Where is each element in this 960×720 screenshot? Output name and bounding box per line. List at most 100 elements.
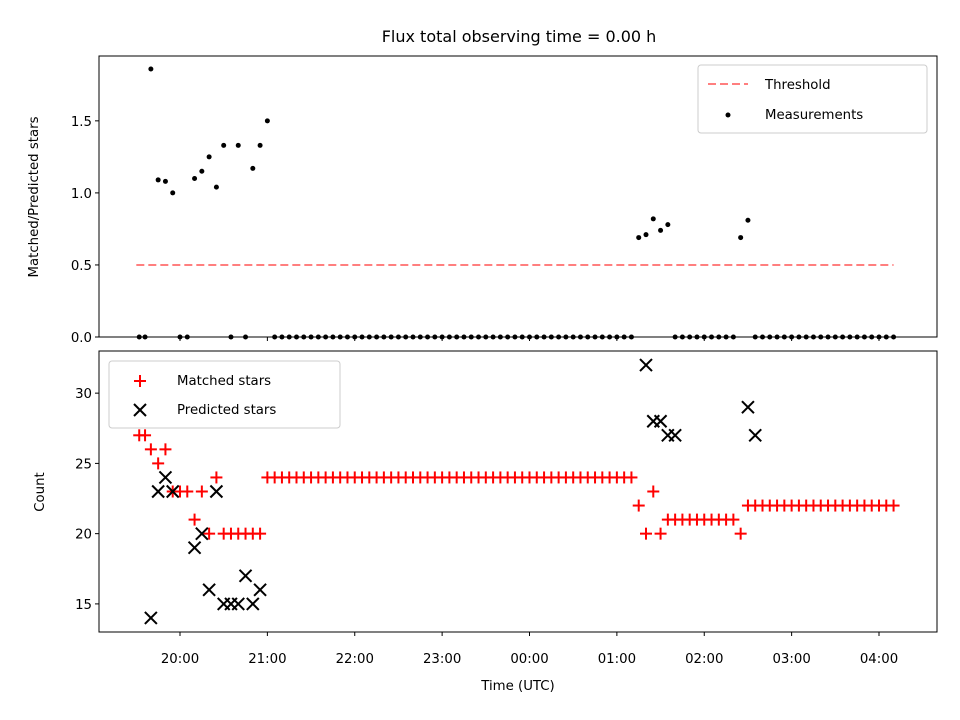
measurement-point <box>541 334 547 340</box>
count-y-tick-label: 20 <box>75 528 92 543</box>
measurement-point <box>476 334 482 340</box>
measurement-point <box>738 235 744 241</box>
predicted-star-point <box>741 400 755 414</box>
measurement-point <box>891 334 897 340</box>
count-x-tick-label: 22:00 <box>336 652 374 667</box>
predicted-star-point <box>639 358 653 372</box>
matched-star-point <box>254 527 267 540</box>
measurement-point <box>206 154 212 160</box>
measurement-point <box>883 334 889 340</box>
count-panel: 15 20 25 30 20:00 21:00 22:00 23:00 00:00 01:00 0… <box>33 350 938 694</box>
count-y-tick-label: 30 <box>75 387 92 402</box>
measurement-point <box>534 334 540 340</box>
measurement-point <box>527 334 532 340</box>
measurement-point <box>709 334 715 340</box>
measurement-point <box>556 334 562 340</box>
matched-star-point <box>625 471 638 484</box>
measurement-point <box>184 334 190 340</box>
predicted-star-point <box>151 484 165 499</box>
measurement-point <box>344 334 350 340</box>
measurement-point <box>570 334 576 340</box>
measurement-point <box>142 334 148 340</box>
count-y-axis-label: Count <box>33 472 48 512</box>
predicted-star-point <box>158 470 173 485</box>
predicted-star-point <box>231 597 245 611</box>
measurement-point <box>577 334 583 340</box>
measurement-point <box>439 334 445 340</box>
measurement-point <box>701 334 707 340</box>
predicted-star-point <box>653 414 668 428</box>
matched-star-point <box>647 485 660 498</box>
count-x-tick-label: 04:00 <box>860 652 898 667</box>
ratio-legend: Threshold Measurements <box>697 64 928 134</box>
predicted-star-point <box>166 484 180 499</box>
measurement-point <box>774 334 780 340</box>
measurement-point <box>847 334 853 340</box>
measurement-point <box>869 334 875 340</box>
count-x-tick-label: 00:00 <box>510 652 548 667</box>
ratio-panel: 0.0 0.5 1.0 1.5 Matched/Predicted stars Thr… <box>27 55 938 346</box>
measurement-point <box>381 334 387 340</box>
measurement-point <box>250 165 256 171</box>
measurement-points <box>136 66 897 340</box>
measurement-point <box>810 334 816 340</box>
measurement-point <box>286 334 292 340</box>
measurement-point <box>614 334 620 340</box>
measurement-point <box>861 334 867 340</box>
matched-star-point <box>727 513 740 526</box>
legend-measurements-swatch <box>725 112 731 118</box>
measurement-point <box>658 227 664 233</box>
count-legend: Matched stars Predicted stars <box>108 360 341 429</box>
predicted-star-points <box>144 358 762 625</box>
measurement-point <box>723 334 729 340</box>
measurement-point <box>221 142 227 148</box>
measurement-point <box>374 334 380 340</box>
measurement-point <box>497 334 503 340</box>
count-y-tick-label: 25 <box>75 457 92 472</box>
matched-star-point <box>188 513 201 526</box>
measurement-point <box>752 334 758 340</box>
measurement-point <box>483 334 489 340</box>
measurement-point <box>876 334 882 340</box>
measurement-point <box>425 334 431 340</box>
measurement-point <box>294 334 299 340</box>
measurement-point <box>388 334 394 340</box>
measurement-point <box>519 334 525 340</box>
x-axis-label: Time (UTC) <box>480 679 555 694</box>
ratio-y-tick-label: 0.0 <box>71 331 92 346</box>
predicted-star-point <box>748 428 762 443</box>
measurement-point <box>730 334 736 340</box>
measurement-point <box>359 334 365 340</box>
measurement-point <box>643 232 649 238</box>
matched-star-point <box>139 429 152 442</box>
measurement-point <box>235 142 241 148</box>
count-plot-frame <box>98 350 938 633</box>
count-x-tick-label: 02:00 <box>685 652 723 667</box>
legend-threshold-label: Threshold <box>764 78 831 93</box>
measurement-point <box>665 222 671 228</box>
predicted-star-point <box>144 611 158 625</box>
measurement-point <box>505 334 511 340</box>
predicted-star-point <box>253 583 267 597</box>
measurement-point <box>563 334 569 340</box>
measurement-point <box>592 334 598 340</box>
measurement-point <box>672 334 678 340</box>
measurement-point <box>199 168 205 174</box>
measurement-point <box>607 334 613 340</box>
measurement-point <box>395 334 401 340</box>
predicted-star-point <box>246 597 260 611</box>
measurement-point <box>243 334 249 340</box>
measurement-point <box>272 334 278 340</box>
legend-measurements-label: Measurements <box>765 108 863 123</box>
measurement-point <box>789 334 795 340</box>
measurement-point <box>162 178 168 184</box>
matched-star-point <box>887 499 900 512</box>
measurement-point <box>337 334 343 340</box>
measurement-point <box>854 334 860 340</box>
measurement-point <box>599 334 605 340</box>
measurement-point <box>585 334 591 340</box>
chart-title: Flux total observing time = 0.00 h <box>382 27 657 46</box>
ratio-y-tick-label: 1.0 <box>71 187 92 202</box>
measurement-point <box>323 334 329 340</box>
measurement-point <box>781 334 787 340</box>
